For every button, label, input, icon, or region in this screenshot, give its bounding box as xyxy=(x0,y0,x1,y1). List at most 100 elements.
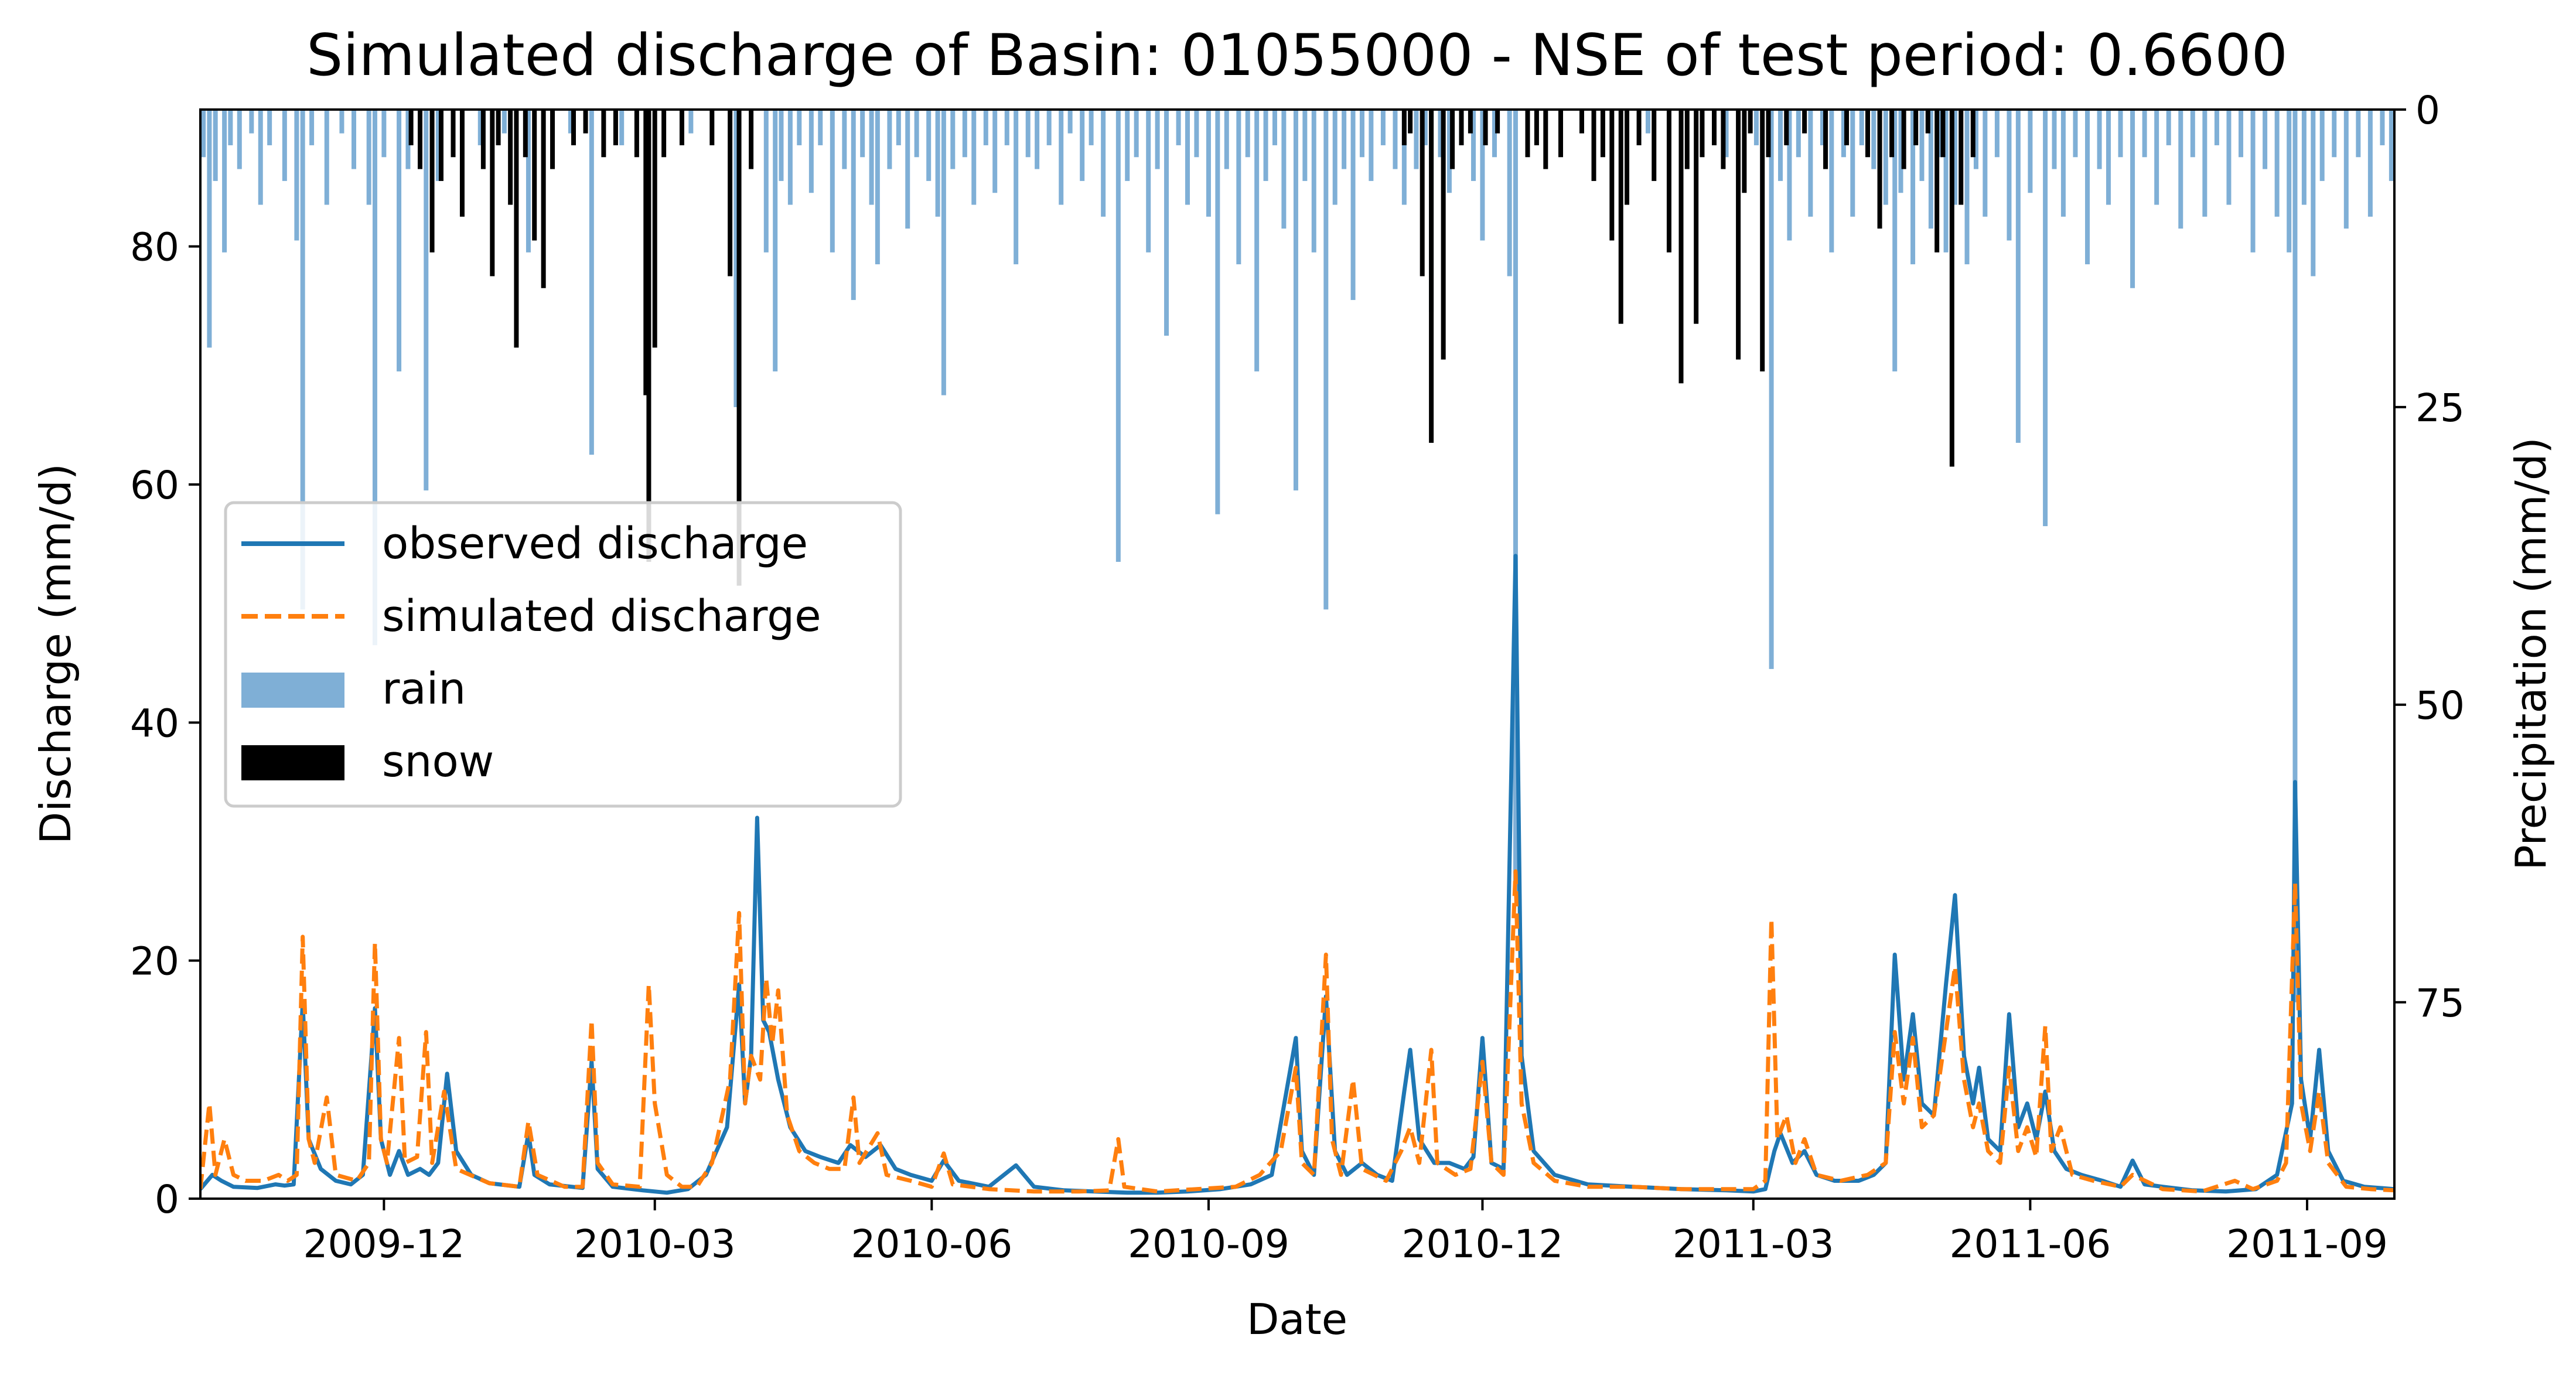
y-axis-left: 0 20 40 60 80 xyxy=(130,225,200,1222)
snow-bars xyxy=(408,110,1975,586)
rain-bar xyxy=(1146,110,1151,253)
rain-bar xyxy=(1898,110,1903,193)
rain-bar xyxy=(1332,110,1338,205)
snow-bar xyxy=(429,110,435,253)
rain-bar xyxy=(962,110,967,158)
legend-snow-label: snow xyxy=(382,736,494,787)
rain-bar xyxy=(950,110,956,169)
rain-bar xyxy=(1350,110,1356,301)
rain-bar xyxy=(2287,110,2292,253)
rain-bar xyxy=(971,110,977,205)
rain-bar xyxy=(501,110,507,134)
rain-bar xyxy=(983,110,988,145)
rain-bar xyxy=(228,110,233,145)
snow-bar xyxy=(1694,110,1699,324)
rain-bar xyxy=(2292,110,2298,1002)
rain-bar xyxy=(222,110,227,253)
rain-bar xyxy=(1014,110,1019,265)
legend-simulated-label: simulated discharge xyxy=(382,591,821,642)
rain-bar xyxy=(1281,110,1287,229)
rain-bar xyxy=(568,110,573,134)
snow-bar xyxy=(1534,110,1539,145)
rain-bar xyxy=(2060,110,2066,217)
legend-observed-label: observed discharge xyxy=(382,518,808,569)
rain-bar xyxy=(201,110,206,158)
rain-bar xyxy=(1046,110,1052,145)
rain-bar xyxy=(2226,110,2232,205)
snow-bar xyxy=(646,110,651,562)
snow-bar xyxy=(601,110,606,158)
snow-bar xyxy=(1636,110,1642,145)
snow-bar xyxy=(1525,110,1530,158)
rain-bar xyxy=(2154,110,2159,205)
plot-area xyxy=(199,108,2396,1200)
rain-bar xyxy=(1513,110,1518,895)
rain-bar xyxy=(1645,110,1650,134)
rain-bar xyxy=(589,110,594,455)
rain-bar xyxy=(213,110,218,181)
y-axis-right: 0 25 50 75 xyxy=(2394,88,2465,1026)
snow-bar xyxy=(1865,110,1870,158)
snow-bar xyxy=(1748,110,1753,134)
rain-bar xyxy=(2043,110,2048,527)
rain-bar xyxy=(1035,110,1040,169)
snow-bar xyxy=(736,110,742,586)
rain-bar xyxy=(294,110,299,241)
rain-bar xyxy=(2214,110,2219,145)
rain-bar xyxy=(309,110,315,145)
rain-bar xyxy=(2178,110,2183,229)
rain-bar xyxy=(1937,110,1943,158)
rain-bar xyxy=(1943,110,1949,253)
rain-bar xyxy=(2311,110,2316,277)
rain-bar xyxy=(2166,110,2171,145)
rain-bar xyxy=(2367,110,2373,217)
rain-bar xyxy=(1155,110,1160,169)
rain-bar xyxy=(1422,110,1428,145)
rain-bar xyxy=(1359,110,1364,158)
snow-bar xyxy=(550,110,555,169)
rain-bar xyxy=(992,110,998,193)
snow-bar xyxy=(1823,110,1828,169)
snow-bar xyxy=(652,110,657,348)
rain-bar xyxy=(2263,110,2268,169)
x-tick-label: 2011-09 xyxy=(2226,1222,2388,1267)
snow-bar xyxy=(1940,110,1946,158)
snow-bar xyxy=(1711,110,1717,145)
x-tick-label: 2010-09 xyxy=(1128,1222,1289,1267)
snow-bar xyxy=(1441,110,1446,360)
snow-bar xyxy=(514,110,519,348)
y2-axis-label: Precipitation (mm/d) xyxy=(2506,437,2555,870)
rain-bar xyxy=(1973,110,1978,169)
snow-bar xyxy=(418,110,423,169)
snow-bar xyxy=(1625,110,1630,205)
rain-bar xyxy=(2028,110,2033,193)
y-tick-label: 40 xyxy=(130,701,179,746)
snow-bar xyxy=(1450,110,1455,169)
snow-bar xyxy=(1970,110,1975,158)
rain-bar xyxy=(1438,110,1443,158)
simulated-discharge-line xyxy=(200,869,2394,1194)
rain-bars xyxy=(201,110,2394,1002)
rain-bar xyxy=(1176,110,1181,145)
snow-bar xyxy=(1784,110,1789,145)
rain-bar xyxy=(1380,110,1386,145)
snow-bar xyxy=(496,110,501,145)
rain-bar xyxy=(830,110,835,253)
x-tick-label: 2011-03 xyxy=(1673,1222,1834,1267)
snow-bar xyxy=(1959,110,1964,205)
rain-bar xyxy=(808,110,814,193)
rain-bar xyxy=(1134,110,1139,158)
rain-bar xyxy=(1919,110,1925,181)
rain-bar xyxy=(1215,110,1220,514)
rain-bar xyxy=(1293,110,1298,491)
rain-bar xyxy=(1004,110,1009,145)
rain-bar xyxy=(1263,110,1268,181)
snow-bar xyxy=(1420,110,1425,277)
rain-bar xyxy=(1369,110,1374,181)
rain-bar xyxy=(1089,110,1094,145)
x-axis-label: Date xyxy=(1247,1295,1347,1344)
rain-bar xyxy=(797,110,802,145)
rain-bar xyxy=(2343,110,2349,229)
chart-title: Simulated discharge of Basin: 01055000 -… xyxy=(306,22,2288,89)
rain-bar xyxy=(1206,110,1211,217)
